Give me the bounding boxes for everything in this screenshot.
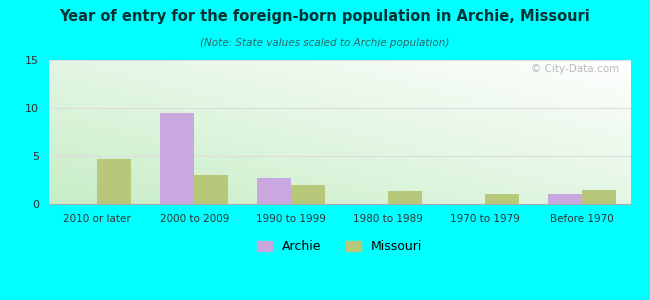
Bar: [257, 178, 291, 204]
Bar: [485, 194, 519, 204]
Bar: [161, 113, 194, 204]
Legend: Archie, Missouri: Archie, Missouri: [252, 235, 428, 258]
Text: Year of entry for the foreign-born population in Archie, Missouri: Year of entry for the foreign-born popul…: [60, 9, 590, 24]
Bar: [548, 194, 582, 204]
Text: (Note: State values scaled to Archie population): (Note: State values scaled to Archie pop…: [200, 38, 450, 47]
Text: © City-Data.com: © City-Data.com: [530, 64, 619, 74]
Bar: [194, 175, 228, 204]
Bar: [291, 185, 325, 204]
Bar: [388, 190, 422, 204]
Bar: [98, 159, 131, 204]
Bar: [582, 190, 616, 204]
